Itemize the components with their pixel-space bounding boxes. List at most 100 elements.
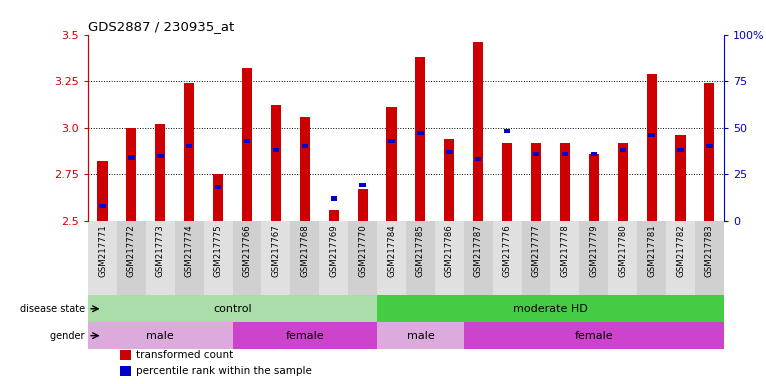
Bar — [157, 154, 163, 158]
Bar — [463, 221, 493, 295]
Bar — [387, 107, 397, 221]
Bar — [117, 221, 146, 295]
Text: GSM217775: GSM217775 — [214, 225, 223, 277]
Bar — [302, 144, 308, 148]
Bar — [415, 57, 425, 221]
Text: GSM217770: GSM217770 — [358, 225, 367, 277]
Bar — [676, 135, 686, 221]
Text: GSM217778: GSM217778 — [561, 225, 569, 277]
Text: GSM217781: GSM217781 — [647, 225, 656, 277]
Bar — [128, 156, 135, 159]
Bar — [377, 221, 406, 295]
Text: GSM217777: GSM217777 — [532, 225, 541, 277]
Bar — [608, 221, 637, 295]
Text: GDS2887 / 230935_at: GDS2887 / 230935_at — [88, 20, 234, 33]
Bar — [444, 139, 454, 221]
Text: male: male — [407, 331, 434, 341]
Text: moderate HD: moderate HD — [513, 304, 588, 314]
Bar — [300, 116, 310, 221]
Bar — [617, 142, 628, 221]
Bar — [647, 74, 656, 221]
Text: percentile rank within the sample: percentile rank within the sample — [136, 366, 312, 376]
Bar — [213, 174, 223, 221]
Bar — [446, 150, 453, 154]
Bar — [244, 139, 250, 143]
Bar — [493, 221, 522, 295]
Bar — [695, 221, 724, 295]
Text: GSM217772: GSM217772 — [127, 225, 136, 277]
Bar — [242, 68, 252, 221]
Bar — [204, 221, 233, 295]
Bar — [184, 83, 195, 221]
Bar — [560, 142, 570, 221]
Bar — [377, 295, 724, 322]
Bar — [502, 142, 512, 221]
Text: gender: gender — [51, 331, 88, 341]
Bar — [88, 221, 117, 295]
Text: GSM217767: GSM217767 — [271, 225, 280, 277]
Bar — [579, 221, 608, 295]
Text: GSM217768: GSM217768 — [300, 225, 309, 277]
Bar — [522, 221, 551, 295]
Text: GSM217769: GSM217769 — [329, 225, 339, 277]
Bar — [261, 221, 290, 295]
Bar — [97, 161, 107, 221]
Text: disease state: disease state — [20, 304, 88, 314]
Text: control: control — [213, 304, 252, 314]
Bar — [649, 133, 655, 137]
Text: GSM217783: GSM217783 — [705, 225, 714, 277]
Text: transformed count: transformed count — [136, 350, 233, 360]
Text: GSM217766: GSM217766 — [243, 225, 251, 277]
Bar — [463, 322, 724, 349]
Bar — [705, 83, 715, 221]
Bar — [290, 221, 319, 295]
Text: GSM217771: GSM217771 — [98, 225, 107, 277]
Bar — [435, 221, 463, 295]
Bar — [88, 322, 233, 349]
Text: GSM217779: GSM217779 — [589, 225, 598, 277]
Bar — [589, 154, 599, 221]
Bar — [119, 350, 131, 360]
Bar — [273, 148, 279, 152]
Bar — [233, 221, 261, 295]
Text: GSM217782: GSM217782 — [676, 225, 685, 277]
Bar — [359, 184, 366, 187]
Bar — [473, 42, 483, 221]
Bar — [561, 152, 568, 156]
Bar — [88, 295, 377, 322]
Text: GSM217785: GSM217785 — [416, 225, 425, 277]
Bar — [146, 221, 175, 295]
Text: GSM217776: GSM217776 — [502, 225, 512, 277]
Bar — [175, 221, 204, 295]
Bar — [677, 148, 684, 152]
Bar — [637, 221, 666, 295]
Bar — [155, 124, 165, 221]
Bar — [349, 221, 377, 295]
Bar — [417, 131, 424, 135]
Bar — [358, 189, 368, 221]
Text: male: male — [146, 331, 174, 341]
Bar — [504, 129, 510, 134]
Text: female: female — [574, 331, 613, 341]
Text: female: female — [286, 331, 324, 341]
Bar — [531, 142, 541, 221]
Text: GSM217774: GSM217774 — [185, 225, 194, 277]
Bar — [271, 105, 281, 221]
Bar — [551, 221, 579, 295]
Bar — [126, 128, 136, 221]
Bar — [215, 185, 221, 189]
Bar — [186, 144, 192, 148]
Bar — [233, 322, 377, 349]
Bar — [388, 139, 394, 143]
Bar — [377, 322, 463, 349]
Bar — [329, 210, 339, 221]
Bar — [119, 366, 131, 376]
Bar — [100, 204, 106, 208]
Bar — [666, 221, 695, 295]
Text: GSM217780: GSM217780 — [618, 225, 627, 277]
Bar — [706, 144, 712, 148]
Bar — [591, 152, 597, 156]
Bar — [475, 157, 481, 161]
Bar — [331, 196, 337, 200]
Text: GSM217786: GSM217786 — [445, 225, 453, 277]
